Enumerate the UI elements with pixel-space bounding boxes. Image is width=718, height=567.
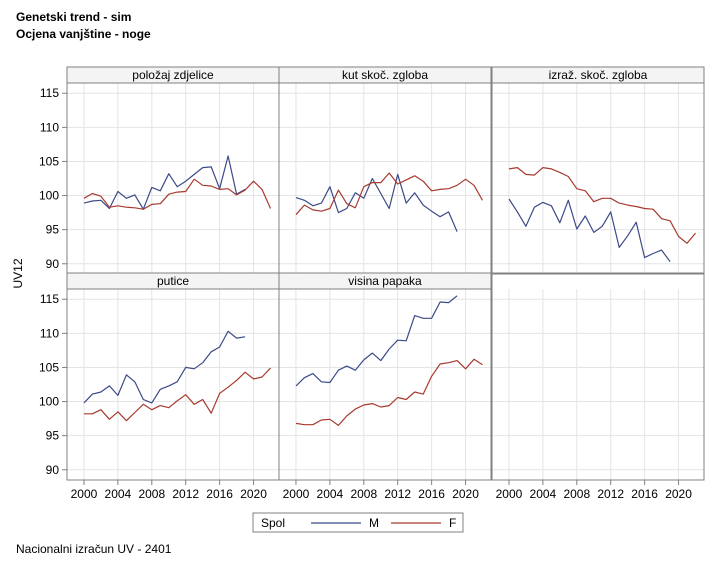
panel-frame <box>491 66 705 275</box>
series-line-f <box>83 178 272 210</box>
y-axis-label: UV12 <box>11 258 25 288</box>
x-tick-label: 2004 <box>530 487 557 501</box>
y-tick-label: 115 <box>40 86 59 100</box>
y-tick-label: 110 <box>40 120 59 134</box>
panel-title: putice <box>157 274 189 288</box>
legend-label-f: F <box>449 516 456 530</box>
series-line-f <box>295 172 484 216</box>
y-tick-label: 110 <box>40 326 59 340</box>
series-line-m <box>508 198 671 263</box>
series-line-m <box>295 173 458 232</box>
panel-header <box>278 66 492 84</box>
panel-frame <box>278 272 492 481</box>
x-tick-label: 2016 <box>206 487 233 501</box>
chart-subtitle: Ocjena vanjštine - noge <box>16 27 151 41</box>
x-tick-label: 2000 <box>71 487 98 501</box>
y-tick-label: 90 <box>46 257 60 271</box>
series-line-f <box>84 367 271 422</box>
x-tick-label: 2008 <box>138 487 165 501</box>
x-tick-label: 2008 <box>563 487 590 501</box>
series-line-f <box>295 358 483 426</box>
legend-title: Spol <box>261 516 285 530</box>
panel-title: visina papaka <box>348 274 422 288</box>
x-tick-label: 2012 <box>384 487 411 501</box>
panel-title: položaj zdjelice <box>132 68 214 82</box>
x-tick-label: 2016 <box>631 487 658 501</box>
panel-frame <box>66 66 280 275</box>
panel-header <box>491 66 705 84</box>
x-tick-label: 2020 <box>240 487 267 501</box>
x-tick-label: 2004 <box>105 487 132 501</box>
panel-title: izraž. skoč. zgloba <box>549 68 648 82</box>
series-line-m <box>83 330 246 404</box>
y-tick-label: 100 <box>39 395 59 409</box>
y-tick-label: 105 <box>39 154 59 168</box>
x-tick-label: 2020 <box>452 487 479 501</box>
y-tick-label: 115 <box>40 292 59 306</box>
x-tick-label: 2008 <box>350 487 377 501</box>
y-tick-label: 100 <box>39 189 59 203</box>
x-tick-label: 2000 <box>283 487 310 501</box>
series-line-f <box>508 167 696 244</box>
x-tick-label: 2012 <box>597 487 624 501</box>
y-tick-label: 105 <box>39 360 59 374</box>
y-tick-label: 95 <box>46 429 60 443</box>
series-line-m <box>295 295 458 387</box>
legend-label-m: M <box>369 516 379 530</box>
panel-frame <box>491 272 705 481</box>
x-tick-label: 2004 <box>317 487 344 501</box>
panel-title: kut skoč. zgloba <box>342 68 428 82</box>
footnote: Nacionalni izračun UV - 2401 <box>16 542 172 556</box>
x-tick-label: 2016 <box>418 487 445 501</box>
chart-title: Genetski trend - sim <box>16 10 132 24</box>
y-tick-label: 95 <box>46 223 60 237</box>
series-line-m <box>83 155 246 210</box>
y-tick-label: 90 <box>46 463 60 477</box>
x-tick-label: 2000 <box>496 487 523 501</box>
x-tick-label: 2012 <box>172 487 199 501</box>
panel-header <box>278 272 492 290</box>
panel-frame <box>278 66 492 275</box>
x-tick-label: 2020 <box>665 487 692 501</box>
panel-frame <box>66 272 280 481</box>
